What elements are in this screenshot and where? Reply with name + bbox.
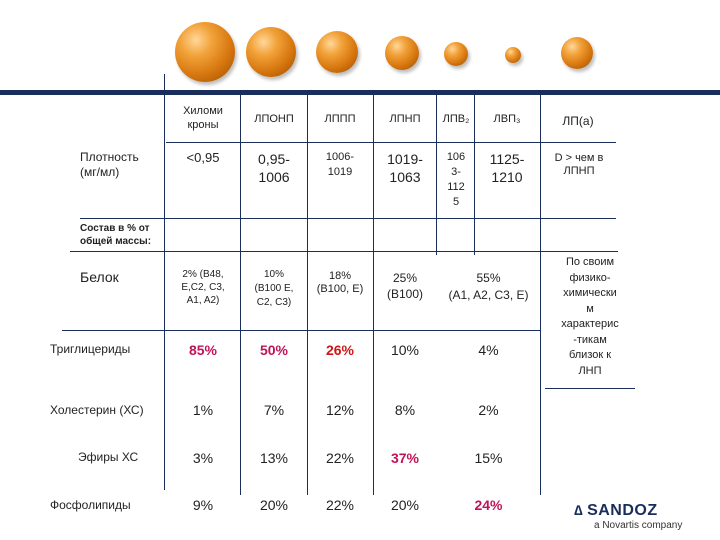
logo-mark-icon: ∆ <box>574 502 584 518</box>
header-lpa: ЛП(а) <box>562 114 594 128</box>
density-label: Плотность (мг/мл) <box>80 150 139 179</box>
ester-hdl: 15% <box>474 450 503 466</box>
header-hdl2: ЛПВ₂ <box>442 113 470 125</box>
grid-vline <box>240 95 241 495</box>
pl-vldl: 20% <box>259 497 289 513</box>
chol-chylomicrons: 1% <box>192 402 214 418</box>
tg-chylomicrons: 85% <box>188 342 218 358</box>
protein-lpa-note: По своим физико- химически м характерис … <box>561 256 619 377</box>
chol-idl: 12% <box>325 402 355 418</box>
ester-vldl: 13% <box>259 450 289 466</box>
protein-label: Белок <box>80 269 119 285</box>
ldl-sphere-icon <box>385 36 419 70</box>
header-band <box>0 90 720 95</box>
grid-vline <box>436 95 437 255</box>
density-chylomicrons: <0,95 <box>186 150 220 165</box>
cholesterol-label: Холестерин (ХС) <box>50 403 144 417</box>
logo-brand: ∆ SANDOZ <box>574 502 682 520</box>
grid-vline <box>373 95 374 495</box>
protein-vldl: 10% (B100 E, C2, C3) <box>254 269 294 308</box>
protein-chylomicrons: 2% (B48, E,C2, C3, A1, A2) <box>181 269 225 306</box>
ester-chylomicrons: 3% <box>192 450 214 466</box>
density-lpa: D > чем в ЛПНП <box>554 152 604 177</box>
grid-hline <box>545 388 635 389</box>
tg-hdl: 4% <box>478 342 499 358</box>
chol-ldl: 8% <box>394 402 416 418</box>
grid-hline <box>62 330 540 331</box>
header-ldl: ЛПНП <box>389 113 421 125</box>
grid-vline <box>164 74 165 490</box>
grid-hline <box>70 251 618 252</box>
grid-vline <box>540 95 541 495</box>
chylomicron-sphere-icon <box>175 22 235 82</box>
protein-ldl: 25% (B100) <box>386 271 424 301</box>
tg-vldl: 50% <box>259 342 289 358</box>
pl-idl: 22% <box>325 497 355 513</box>
vldl-sphere-icon <box>246 27 296 77</box>
grid-vline <box>474 95 475 255</box>
chol-vldl: 7% <box>263 402 285 418</box>
triglycerides-label: Триглицериды <box>50 342 131 356</box>
hdl2-sphere-icon <box>444 42 468 66</box>
header-idl: ЛППП <box>324 113 356 125</box>
density-hdl2: 106 3- 112 5 <box>446 151 466 208</box>
ester-ldl: 37% <box>390 450 420 466</box>
grid-hline <box>80 218 616 219</box>
pl-ldl: 20% <box>390 497 420 513</box>
header-chylomicrons: Хиломи кроны <box>183 105 223 131</box>
density-ldl: 1019- 1063 <box>387 151 423 185</box>
cholesterol-esters-label: Эфиры ХС <box>78 450 139 464</box>
tg-idl: 26% <box>325 342 355 358</box>
logo-brand-text: SANDOZ <box>587 502 658 519</box>
composition-label: Состав в % от общей массы: <box>80 223 152 247</box>
lpa-sphere-icon <box>561 37 593 69</box>
idl-sphere-icon <box>316 31 358 73</box>
density-idl: 1006- 1019 <box>325 151 355 178</box>
tg-ldl: 10% <box>390 342 420 358</box>
hdl3-sphere-icon <box>505 47 521 63</box>
phospholipids-label: Фосфолипиды <box>50 498 131 512</box>
density-vldl: 0,95- 1006 <box>258 151 290 185</box>
pl-chylomicrons: 9% <box>192 497 214 513</box>
ester-idl: 22% <box>325 450 355 466</box>
header-vldl: ЛПОНП <box>254 113 294 125</box>
pl-hdl: 24% <box>474 497 503 513</box>
protein-idl: 18% (B100, E) <box>316 270 364 295</box>
density-hdl3: 1125- 1210 <box>489 151 525 185</box>
chol-hdl: 2% <box>478 402 499 418</box>
header-hdl3: ЛВП₃ <box>493 113 521 125</box>
logo-subtitle: a Novartis company <box>594 520 683 531</box>
grid-vline <box>307 95 308 495</box>
grid-hline <box>166 142 616 143</box>
sandoz-logo: ∆ SANDOZ a Novartis company <box>574 502 682 531</box>
protein-hdl: 55% (A1, A2, C3, E) <box>448 271 529 302</box>
